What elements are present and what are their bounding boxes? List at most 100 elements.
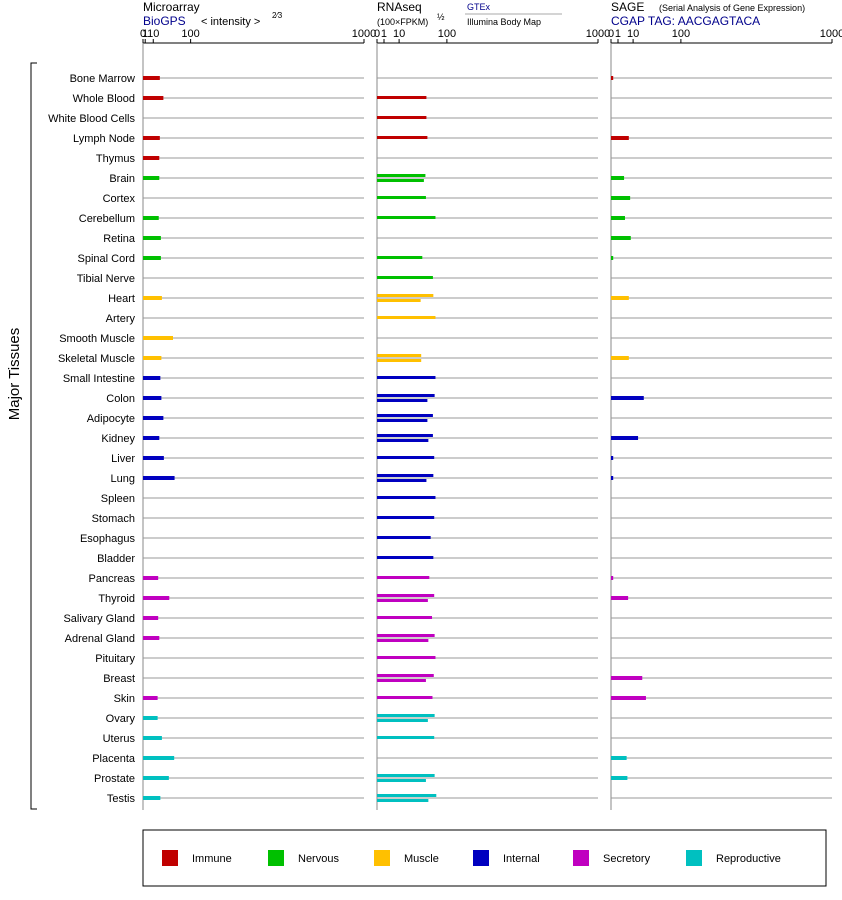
rnaseq-gtex-bar — [377, 774, 435, 777]
tissue-label: Skin — [114, 693, 135, 705]
tissue-label: Esophagus — [80, 533, 136, 545]
rnaseq-gtex-bar — [377, 456, 435, 459]
panel-2-tick-label: 1 — [615, 28, 621, 40]
panel-source-cgap: CGAP TAG: AACGAGTACA — [611, 14, 760, 28]
rnaseq-gtex-bar — [377, 616, 433, 619]
panel-1-tick-label: 0 — [374, 28, 380, 40]
rnaseq-gtex-bar — [377, 656, 436, 659]
tissues-bracket — [30, 62, 37, 810]
rnaseq-gtex-bar — [377, 174, 426, 177]
tissue-label: Lung — [111, 473, 135, 485]
rnaseq-ibm-bar — [377, 179, 424, 182]
microarray-bar — [143, 796, 161, 800]
legend-swatch-reproductive — [686, 850, 702, 866]
microarray-bar — [143, 696, 158, 700]
legend-label-muscle: Muscle — [404, 853, 439, 865]
panel-2-tick-label: 100 — [672, 28, 690, 40]
microarray-bar — [143, 636, 160, 640]
microarray-bar — [143, 736, 162, 740]
rnaseq-gtex-bar — [377, 536, 431, 539]
microarray-bar — [143, 616, 159, 620]
sage-bar — [611, 776, 628, 780]
tissue-label: Thyroid — [98, 593, 135, 605]
rnaseq-gtex-bar — [377, 794, 437, 797]
tissue-label: Prostate — [94, 773, 135, 785]
sage-bar — [611, 256, 614, 260]
sage-bar — [611, 756, 627, 760]
microarray-bar — [143, 716, 158, 720]
rnaseq-gtex-bar — [377, 414, 433, 417]
tissue-label: Placenta — [92, 753, 136, 765]
tissue-label: Artery — [106, 313, 136, 325]
sage-bar — [611, 76, 614, 80]
panel-1-tick-label: 10 — [393, 28, 405, 40]
microarray-bar — [143, 596, 170, 600]
legend-swatch-secretory — [573, 850, 589, 866]
sage-bar — [611, 356, 629, 360]
tissue-label: Lymph Node — [73, 133, 135, 145]
sage-bar — [611, 196, 631, 200]
rnaseq-ibm-bar — [377, 719, 428, 722]
sage-bar — [611, 296, 629, 300]
tissue-label: Pancreas — [89, 573, 136, 585]
panel-0-tick-label: 100 — [181, 28, 199, 40]
microarray-bar — [143, 396, 162, 400]
rnaseq-gtex-bar — [377, 354, 422, 357]
rnaseq-gtex-bar — [377, 496, 436, 499]
rnaseq-gtex-bar — [377, 316, 436, 319]
tissue-label: Thymus — [96, 153, 136, 165]
legend-label-internal: Internal — [503, 853, 540, 865]
rnaseq-gtex-bar — [377, 714, 435, 717]
microarray-bar — [143, 456, 164, 460]
tissue-label: Liver — [111, 453, 135, 465]
legend-swatch-immune — [162, 850, 178, 866]
rnaseq-gtex-bar — [377, 696, 433, 699]
microarray-bar — [143, 256, 161, 260]
y-axis-label: Major Tissues — [6, 328, 23, 421]
rnaseq-ibm-bar — [377, 479, 427, 482]
legend-swatch-internal — [473, 850, 489, 866]
sage-subtitle: (Serial Analysis of Gene Expression) — [659, 3, 805, 13]
panel-0-tick-label: 0 — [140, 28, 146, 40]
rnaseq-ibm-bar — [377, 419, 428, 422]
rnaseq-gtex-bar — [377, 736, 435, 739]
legend-label-secretory: Secretory — [603, 853, 651, 865]
tissue-label: Salivary Gland — [63, 613, 135, 625]
tissue-label: Testis — [107, 793, 136, 805]
rnaseq-ibm-bar — [377, 779, 426, 782]
tissue-label: White Blood Cells — [48, 113, 135, 125]
tissue-label: Bone Marrow — [70, 73, 135, 85]
rnaseq-ibm-bar — [377, 439, 429, 442]
microarray-bar — [143, 176, 160, 180]
rnaseq-gtex-bar — [377, 256, 423, 259]
tissue-label: Cortex — [103, 193, 136, 205]
rnaseq-ibm-bar — [377, 359, 422, 362]
tissue-label: Tibial Nerve — [77, 273, 135, 285]
tissue-label: Breast — [103, 673, 135, 685]
legend-label-reproductive: Reproductive — [716, 853, 781, 865]
legend-label-nervous: Nervous — [298, 853, 339, 865]
microarray-bar — [143, 76, 160, 80]
legend-box — [142, 829, 827, 887]
sage-bar — [611, 436, 639, 440]
tissue-label: Stomach — [92, 513, 135, 525]
sage-bar — [611, 176, 625, 180]
sage-bar — [611, 136, 629, 140]
rnaseq-gtex-bar — [377, 394, 435, 397]
panel-title-rnaseq: RNAseq — [377, 0, 422, 14]
panel-title-microarray: Microarray — [143, 0, 200, 14]
sage-bar — [611, 396, 644, 400]
microarray-bar — [143, 216, 159, 220]
microarray-bar — [143, 776, 169, 780]
sage-bar — [611, 456, 614, 460]
panel-2-tick-label: 0 — [608, 28, 614, 40]
microarray-bar — [143, 236, 161, 240]
panel-2-tick-label: 10 — [627, 28, 639, 40]
tissue-label: Colon — [106, 393, 135, 405]
sage-bar — [611, 216, 625, 220]
microarray-bar — [143, 296, 162, 300]
legend-label-immune: Immune — [192, 853, 232, 865]
tissue-label: Bladder — [97, 553, 135, 565]
rnaseq-ibm-bar — [377, 799, 429, 802]
